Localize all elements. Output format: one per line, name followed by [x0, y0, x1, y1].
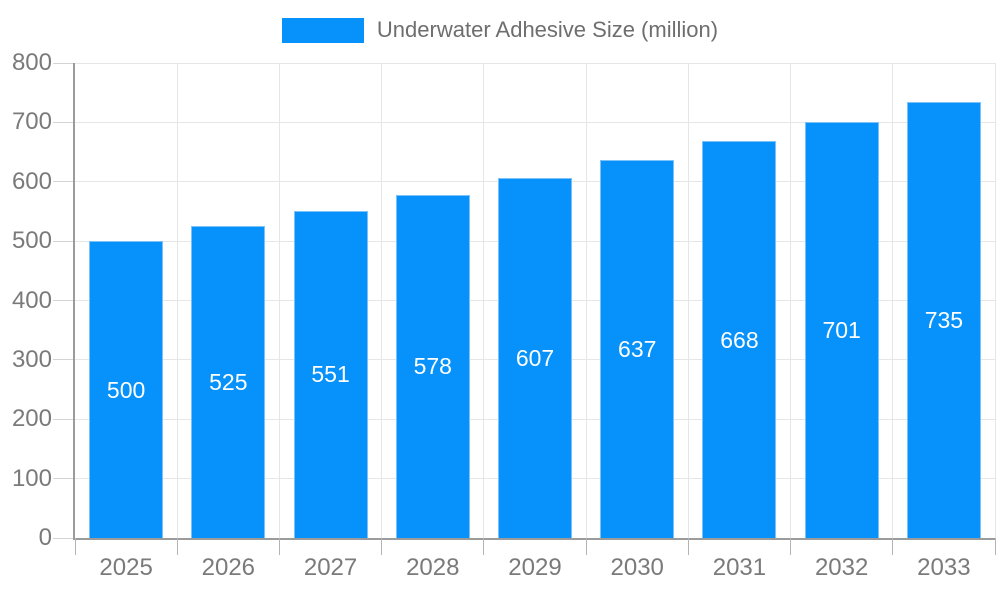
plot-area: 0 100 200 300 400 500 600 700 800 500 2025 525 2026 5… [12, 49, 996, 581]
x-gridline [176, 63, 178, 538]
y-tick [53, 181, 73, 183]
bar-value-label: 668 [720, 326, 759, 353]
x-tick [483, 538, 485, 555]
bar-value-label: 701 [822, 316, 861, 343]
y-axis-label: 300 [11, 345, 52, 373]
bar: 701 [804, 121, 879, 538]
y-tick [53, 62, 73, 64]
x-tick [790, 538, 792, 555]
x-gridline [278, 63, 280, 538]
x-tick [381, 538, 383, 555]
x-gridline [585, 63, 587, 538]
x-tick [892, 538, 894, 555]
bar: 668 [702, 141, 777, 538]
y-tick [53, 418, 73, 420]
bar-value-label: 607 [515, 344, 555, 371]
bar: 637 [600, 159, 675, 538]
y-axis-label: 800 [11, 49, 52, 76]
y-gridline [75, 62, 995, 64]
bar: 578 [395, 194, 470, 538]
x-axis-label: 2030 [610, 554, 664, 581]
y-tick [53, 478, 73, 480]
x-axis-label: 2032 [814, 554, 869, 581]
y-gridline [75, 121, 995, 123]
x-gridline [381, 63, 383, 538]
legend-swatch [281, 17, 364, 43]
x-gridline [687, 63, 689, 538]
x-tick [176, 538, 178, 555]
x-axis-label: 2026 [201, 554, 256, 581]
x-axis-label: 2028 [406, 554, 460, 581]
x-tick [687, 538, 689, 555]
bar-value-label: 735 [924, 306, 964, 333]
y-axis-label: 100 [11, 464, 52, 492]
y-axis-label: 400 [11, 286, 52, 314]
y-axis-label: 0 [38, 524, 52, 551]
x-gridline [994, 63, 996, 538]
y-axis-label: 500 [11, 227, 52, 255]
y-axis-label: 200 [11, 405, 52, 433]
x-tick [74, 538, 76, 555]
y-tick [53, 537, 73, 539]
legend: Underwater Adhesive Size (million) [0, 17, 1000, 43]
y-tick [53, 300, 73, 301]
x-axis-label: 2031 [712, 554, 767, 581]
x-gridline [892, 63, 894, 538]
x-gridline [483, 63, 485, 538]
x-tick [278, 538, 280, 555]
bar: 500 [89, 241, 164, 538]
x-tick [585, 538, 587, 555]
bar: 525 [191, 226, 266, 538]
x-axis-label: 2027 [303, 554, 358, 581]
y-axis-label: 700 [11, 108, 52, 136]
bar-value-label: 637 [618, 335, 657, 362]
bar: 735 [906, 101, 981, 538]
bar-value-label: 551 [311, 361, 350, 388]
y-tick [53, 240, 73, 242]
y-tick [53, 121, 73, 123]
legend-label: Underwater Adhesive Size (million) [376, 17, 719, 42]
x-tick [994, 538, 996, 555]
x-axis-label: 2029 [508, 554, 562, 581]
x-axis-label: 2025 [99, 554, 153, 581]
x-axis-label: 2033 [917, 554, 971, 581]
y-axis-label: 600 [11, 167, 52, 195]
bar-value-label: 578 [413, 353, 452, 380]
x-gridline [790, 63, 792, 538]
bar-value-label: 525 [209, 369, 248, 396]
legend-item[interactable]: Underwater Adhesive Size (million) [281, 17, 719, 43]
bar-value-label: 500 [106, 376, 146, 403]
bar: 607 [498, 177, 572, 538]
bar: 551 [293, 210, 368, 538]
y-tick [53, 359, 73, 361]
